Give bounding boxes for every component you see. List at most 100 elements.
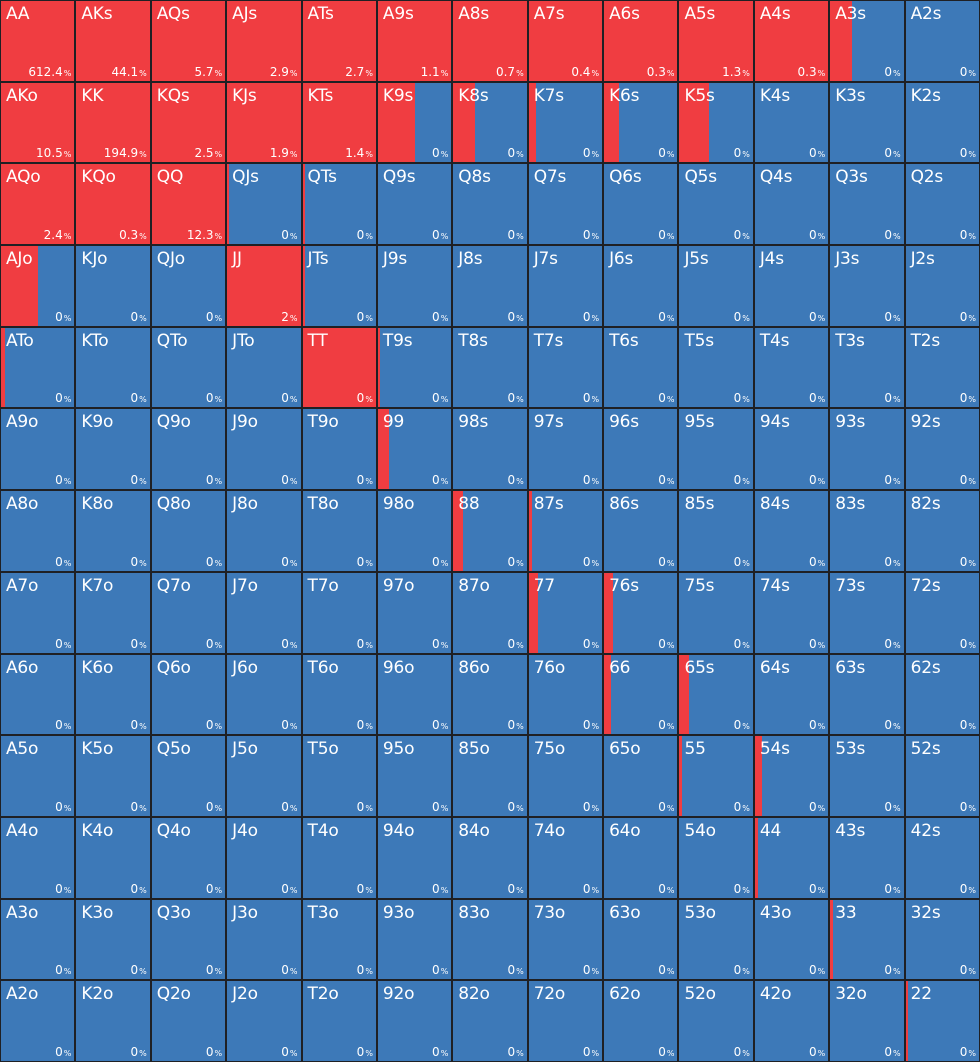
hand-cell[interactable]: K5s 0%	[679, 82, 753, 163]
hand-cell[interactable]: 94s 0%	[754, 409, 829, 490]
hand-cell[interactable]: T7o 0%	[302, 572, 376, 653]
hand-cell[interactable]: J7s 0%	[528, 246, 603, 326]
hand-cell[interactable]: 66 0%	[604, 654, 678, 735]
hand-cell[interactable]: 73o 0%	[528, 899, 603, 980]
hand-cell[interactable]: A3o 0%	[1, 899, 75, 980]
hand-cell[interactable]: A4s 0.3%	[754, 1, 829, 81]
hand-cell[interactable]: 54s 0%	[754, 736, 829, 816]
hand-cell[interactable]: 87s 0%	[528, 491, 603, 571]
hand-cell[interactable]: 75s 0%	[679, 572, 753, 653]
hand-cell[interactable]: T9s 0%	[377, 327, 452, 408]
hand-cell[interactable]: 52s 0%	[905, 736, 979, 816]
hand-cell[interactable]: K7o 0%	[76, 572, 150, 653]
hand-cell[interactable]: J5s 0%	[679, 246, 753, 326]
hand-cell[interactable]: J3s 0%	[830, 246, 904, 326]
hand-cell[interactable]: Q9s 0%	[377, 164, 452, 245]
hand-cell[interactable]: 63o 0%	[604, 899, 678, 980]
hand-cell[interactable]: ATs 2.7%	[302, 1, 376, 81]
hand-cell[interactable]: K2o 0%	[76, 981, 150, 1061]
hand-cell[interactable]: KTs 1.4%	[302, 82, 376, 163]
hand-cell[interactable]: A9s 1.1%	[377, 1, 452, 81]
hand-cell[interactable]: T5s 0%	[679, 327, 753, 408]
hand-cell[interactable]: T4o 0%	[302, 817, 376, 898]
hand-cell[interactable]: K4o 0%	[76, 817, 150, 898]
hand-cell[interactable]: 64s 0%	[754, 654, 829, 735]
hand-cell[interactable]: J5o 0%	[227, 736, 301, 816]
hand-cell[interactable]: T8s 0%	[453, 327, 527, 408]
hand-cell[interactable]: 88 0%	[453, 491, 527, 571]
hand-cell[interactable]: 77 0%	[528, 572, 603, 653]
hand-cell[interactable]: K5o 0%	[76, 736, 150, 816]
hand-cell[interactable]: TT 0%	[302, 327, 376, 408]
hand-cell[interactable]: 65o 0%	[604, 736, 678, 816]
hand-cell[interactable]: J9o 0%	[227, 409, 301, 490]
hand-cell[interactable]: JTo 0%	[227, 327, 301, 408]
hand-cell[interactable]: KJo 0%	[76, 246, 150, 326]
hand-cell[interactable]: 62s 0%	[905, 654, 979, 735]
hand-cell[interactable]: QJo 0%	[151, 246, 226, 326]
hand-cell[interactable]: K8o 0%	[76, 491, 150, 571]
hand-cell[interactable]: QQ 12.3%	[151, 164, 226, 245]
hand-cell[interactable]: 75o 0%	[528, 736, 603, 816]
hand-cell[interactable]: ATo 0%	[1, 327, 75, 408]
hand-cell[interactable]: 42s 0%	[905, 817, 979, 898]
hand-cell[interactable]: K3s 0%	[830, 82, 904, 163]
hand-cell[interactable]: AJo 0%	[1, 246, 75, 326]
hand-cell[interactable]: QTo 0%	[151, 327, 226, 408]
hand-cell[interactable]: 64o 0%	[604, 817, 678, 898]
hand-cell[interactable]: T6s 0%	[604, 327, 678, 408]
hand-cell[interactable]: AKo 10.5%	[1, 82, 75, 163]
hand-cell[interactable]: 93o 0%	[377, 899, 452, 980]
hand-cell[interactable]: 85s 0%	[679, 491, 753, 571]
hand-cell[interactable]: Q7o 0%	[151, 572, 226, 653]
hand-cell[interactable]: K8s 0%	[453, 82, 527, 163]
hand-cell[interactable]: 74o 0%	[528, 817, 603, 898]
hand-cell[interactable]: Q7s 0%	[528, 164, 603, 245]
hand-cell[interactable]: AQs 5.7%	[151, 1, 226, 81]
hand-cell[interactable]: Q9o 0%	[151, 409, 226, 490]
hand-cell[interactable]: 96o 0%	[377, 654, 452, 735]
hand-cell[interactable]: AKs 44.1%	[76, 1, 150, 81]
hand-cell[interactable]: 95o 0%	[377, 736, 452, 816]
hand-cell[interactable]: KTo 0%	[76, 327, 150, 408]
hand-cell[interactable]: 95s 0%	[679, 409, 753, 490]
hand-cell[interactable]: 32o 0%	[830, 981, 904, 1061]
hand-cell[interactable]: K6s 0%	[604, 82, 678, 163]
hand-cell[interactable]: A6o 0%	[1, 654, 75, 735]
hand-cell[interactable]: 82o 0%	[453, 981, 527, 1061]
hand-cell[interactable]: A4o 0%	[1, 817, 75, 898]
hand-cell[interactable]: Q8o 0%	[151, 491, 226, 571]
hand-cell[interactable]: T8o 0%	[302, 491, 376, 571]
hand-cell[interactable]: T3o 0%	[302, 899, 376, 980]
hand-cell[interactable]: K9s 0%	[377, 82, 452, 163]
hand-cell[interactable]: 97s 0%	[528, 409, 603, 490]
hand-cell[interactable]: A2o 0%	[1, 981, 75, 1061]
hand-cell[interactable]: JJ 2%	[227, 246, 301, 326]
hand-cell[interactable]: 87o 0%	[453, 572, 527, 653]
hand-cell[interactable]: K9o 0%	[76, 409, 150, 490]
hand-cell[interactable]: 98s 0%	[453, 409, 527, 490]
hand-cell[interactable]: 55 0%	[679, 736, 753, 816]
hand-cell[interactable]: J3o 0%	[227, 899, 301, 980]
hand-cell[interactable]: QTs 0%	[302, 164, 376, 245]
hand-cell[interactable]: T9o 0%	[302, 409, 376, 490]
hand-cell[interactable]: J2o 0%	[227, 981, 301, 1061]
hand-cell[interactable]: 76o 0%	[528, 654, 603, 735]
hand-cell[interactable]: Q6s 0%	[604, 164, 678, 245]
hand-cell[interactable]: 32s 0%	[905, 899, 979, 980]
hand-cell[interactable]: J7o 0%	[227, 572, 301, 653]
hand-cell[interactable]: 63s 0%	[830, 654, 904, 735]
hand-cell[interactable]: 53s 0%	[830, 736, 904, 816]
hand-cell[interactable]: 65s 0%	[679, 654, 753, 735]
hand-cell[interactable]: A5s 1.3%	[679, 1, 753, 81]
hand-cell[interactable]: Q2s 0%	[905, 164, 979, 245]
hand-cell[interactable]: KQs 2.5%	[151, 82, 226, 163]
hand-cell[interactable]: QJs 0%	[227, 164, 301, 245]
hand-cell[interactable]: AQo 2.4%	[1, 164, 75, 245]
hand-cell[interactable]: 97o 0%	[377, 572, 452, 653]
hand-cell[interactable]: J8s 0%	[453, 246, 527, 326]
hand-cell[interactable]: J2s 0%	[905, 246, 979, 326]
hand-cell[interactable]: 83o 0%	[453, 899, 527, 980]
hand-cell[interactable]: KK 194.9%	[76, 82, 150, 163]
hand-cell[interactable]: Q4s 0%	[754, 164, 829, 245]
